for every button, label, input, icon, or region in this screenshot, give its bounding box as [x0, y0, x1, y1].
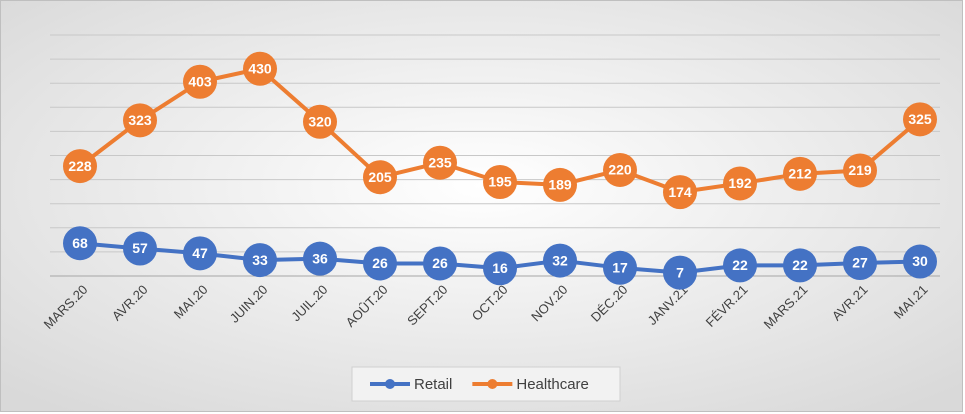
data-label: 68: [72, 235, 88, 251]
data-point: [723, 248, 757, 283]
data-point: [123, 103, 157, 138]
legend-marker: [385, 379, 395, 389]
data-label: 325: [908, 111, 932, 127]
data-point: [843, 153, 877, 188]
data-label: 17: [612, 260, 628, 276]
data-point: [663, 255, 697, 290]
data-point: [303, 104, 337, 139]
data-point: [363, 160, 397, 195]
legend-label: Retail: [414, 376, 452, 393]
data-label: 235: [428, 154, 452, 170]
data-label: 16: [492, 260, 508, 276]
data-label: 403: [188, 73, 212, 89]
data-point: [783, 248, 817, 283]
data-label: 7: [676, 264, 684, 280]
data-point: [183, 64, 217, 99]
data-label: 220: [608, 162, 632, 178]
data-point: [603, 250, 637, 285]
data-label: 26: [432, 255, 448, 271]
data-point: [663, 175, 697, 210]
data-label: 192: [728, 175, 752, 191]
data-point: [483, 165, 517, 200]
legend-marker: [487, 379, 498, 389]
data-label: 205: [368, 169, 392, 185]
data-label: 320: [308, 113, 332, 129]
data-point: [783, 156, 817, 191]
data-label: 228: [68, 158, 92, 174]
data-point: [303, 241, 337, 276]
data-label: 32: [552, 252, 568, 268]
data-label: 430: [248, 60, 272, 76]
data-point: [903, 102, 937, 137]
data-point: [63, 226, 97, 261]
data-point: [543, 167, 577, 202]
data-label: 47: [192, 245, 208, 261]
data-point: [543, 243, 577, 278]
legend-label: Healthcare: [516, 376, 589, 393]
data-label: 33: [252, 252, 268, 268]
data-label: 189: [548, 177, 572, 193]
data-label: 195: [488, 174, 512, 190]
data-label: 36: [312, 250, 328, 266]
data-point: [123, 231, 157, 266]
data-label: 22: [732, 257, 748, 273]
data-point: [603, 152, 637, 187]
data-label: 212: [788, 166, 812, 182]
data-point: [243, 51, 277, 86]
data-label: 30: [912, 253, 928, 269]
data-label: 22: [792, 257, 808, 273]
data-label: 323: [128, 112, 152, 128]
data-label: 27: [852, 255, 868, 271]
data-label: 219: [848, 162, 872, 178]
data-point: [423, 145, 457, 180]
data-label: 174: [668, 184, 692, 200]
data-point: [363, 246, 397, 281]
data-point: [843, 245, 877, 280]
data-point: [423, 246, 457, 281]
data-label: 26: [372, 255, 388, 271]
data-point: [723, 166, 757, 201]
data-label: 57: [132, 240, 148, 256]
data-point: [903, 244, 937, 279]
data-point: [483, 251, 517, 286]
data-point: [183, 236, 217, 271]
data-point: [243, 243, 277, 278]
data-point: [63, 149, 97, 184]
